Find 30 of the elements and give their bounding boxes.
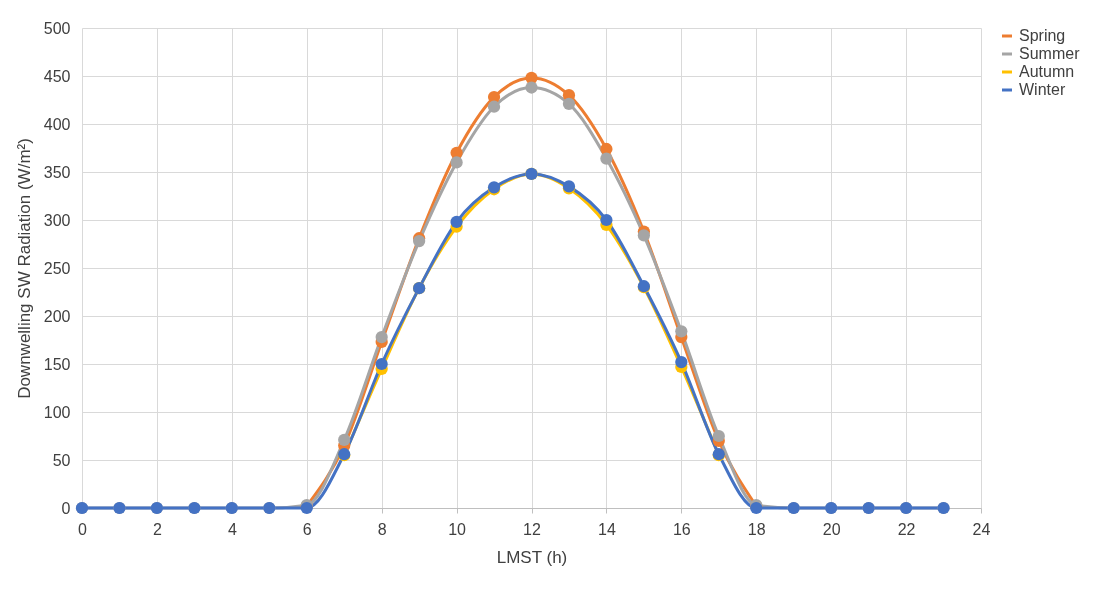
y-tick-label: 0 [61, 499, 71, 517]
y-tick-label: 500 [43, 19, 71, 37]
legend-label: Winter [1019, 81, 1066, 98]
x-tick-label: 14 [598, 520, 616, 538]
legend-label: Summer [1019, 45, 1081, 62]
x-tick-label: 16 [672, 520, 691, 538]
y-tick-label: 450 [43, 67, 71, 85]
x-tick-label: 4 [227, 520, 237, 538]
x-tick-label: 0 [78, 520, 88, 538]
x-tick-label: 18 [747, 520, 766, 538]
y-tick-label: 100 [43, 403, 71, 421]
x-tick-label: 10 [448, 520, 467, 538]
y-tick-label: 250 [43, 259, 71, 277]
x-tick-label: 2 [152, 520, 162, 538]
x-tick-label: 12 [523, 520, 541, 538]
y-tick-label: 300 [43, 211, 71, 229]
y-tick-label: 200 [43, 307, 71, 325]
y-tick-label: 150 [43, 355, 71, 373]
y-tick-label: 50 [52, 451, 71, 469]
x-tick-label: 8 [377, 520, 387, 538]
x-tick-label: 24 [972, 520, 991, 538]
y-tick-label: 350 [43, 163, 71, 181]
x-tick-label: 20 [822, 520, 841, 538]
x-tick-label: 6 [302, 520, 312, 538]
y-axis-title: Downwelling SW Radiation (W/m²) [14, 138, 34, 399]
x-axis-title: LMST (h) [496, 547, 568, 567]
legend-label: Spring [1019, 27, 1066, 44]
x-tick-label: 22 [897, 520, 916, 538]
legend-label: Autumn [1019, 63, 1075, 80]
y-tick-label: 400 [43, 115, 71, 133]
